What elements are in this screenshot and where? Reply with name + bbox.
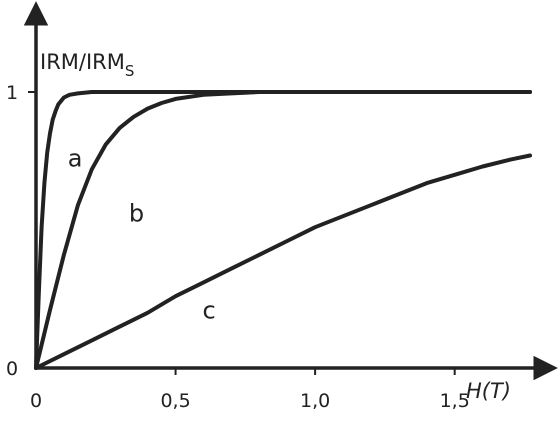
curve-label-a: a — [68, 145, 83, 173]
curve-b — [34, 90, 532, 370]
x-tick-label: 1,5 — [440, 390, 470, 412]
y-tick-label: 1 — [6, 82, 18, 104]
curve-a — [34, 90, 532, 370]
y-axis-title-subscript: S — [125, 62, 135, 80]
curve-c — [34, 153, 532, 370]
curve-label-c: c — [202, 296, 215, 324]
x-tick-label: 1,0 — [300, 390, 330, 412]
x-tick-label: 0,5 — [160, 390, 190, 412]
y-tick-label: 0 — [6, 358, 18, 380]
x-axis-title: H(T) — [466, 379, 511, 403]
y-axis-title: IRM/IRMS — [40, 50, 134, 80]
x-tick-label: 0 — [30, 390, 42, 412]
y-axis-title-main: IRM/IRM — [40, 50, 125, 74]
curve-label-b: b — [129, 200, 144, 228]
